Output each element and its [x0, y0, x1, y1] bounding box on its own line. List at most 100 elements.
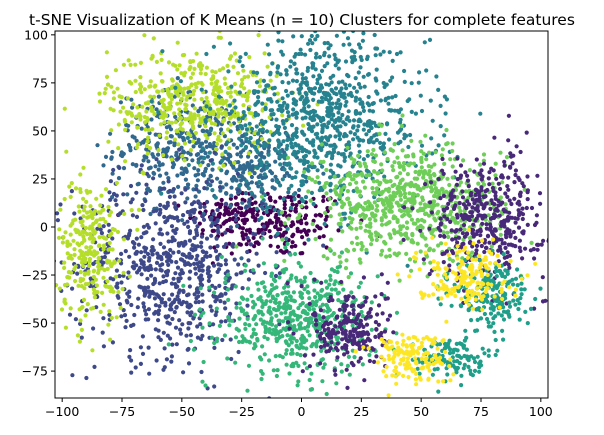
data-point [379, 191, 384, 196]
data-point [73, 317, 78, 322]
data-point [115, 281, 120, 286]
data-point [141, 139, 146, 144]
data-point [164, 357, 169, 362]
data-point [73, 264, 78, 269]
data-point [341, 42, 346, 47]
data-point [337, 137, 342, 142]
data-point [438, 228, 443, 233]
data-point [162, 148, 167, 153]
data-point [227, 318, 232, 323]
data-point [181, 288, 186, 293]
data-point [313, 213, 318, 218]
data-point [223, 81, 228, 86]
data-point [299, 183, 304, 188]
data-point [148, 146, 153, 151]
data-point [375, 312, 380, 317]
data-point [235, 112, 240, 117]
data-point [342, 158, 347, 163]
data-point [315, 155, 320, 160]
data-point [309, 387, 315, 392]
data-point [535, 247, 540, 252]
data-point [145, 151, 150, 156]
data-point [240, 134, 245, 139]
data-point [89, 251, 94, 256]
data-point [516, 208, 521, 213]
data-point [79, 253, 84, 258]
data-point [284, 68, 289, 73]
data-point [207, 118, 212, 123]
data-point [361, 108, 366, 113]
data-point [244, 210, 249, 215]
data-point [362, 84, 367, 89]
data-point [169, 157, 174, 162]
data-point [346, 354, 351, 359]
data-point [174, 342, 179, 347]
data-point [136, 242, 141, 247]
data-point [493, 161, 498, 166]
data-point [479, 243, 484, 249]
data-point [103, 284, 109, 289]
data-point [244, 132, 249, 137]
data-point [228, 129, 233, 134]
data-point [233, 284, 238, 289]
data-point [235, 71, 241, 76]
data-point [235, 145, 240, 150]
data-point [298, 264, 303, 269]
data-point [293, 251, 298, 257]
data-point [200, 379, 205, 384]
data-point [158, 207, 163, 212]
data-point [298, 97, 303, 102]
data-point [121, 273, 126, 278]
data-point [297, 158, 302, 163]
data-point [478, 213, 483, 218]
data-point [124, 318, 129, 323]
data-point [369, 242, 374, 247]
data-point [95, 260, 100, 265]
data-point [280, 334, 285, 339]
data-point [203, 254, 208, 259]
data-point [246, 107, 251, 112]
data-point [222, 76, 227, 81]
data-point [418, 201, 423, 206]
data-point [419, 217, 424, 223]
data-point [270, 185, 275, 190]
data-point [300, 295, 305, 300]
data-point [192, 200, 197, 205]
data-point [336, 335, 341, 340]
data-point [254, 251, 259, 256]
data-point [276, 38, 281, 43]
data-point [277, 154, 282, 160]
data-point [280, 96, 285, 101]
data-point [63, 325, 68, 330]
data-point [358, 119, 363, 124]
data-point [208, 158, 213, 163]
data-point [210, 161, 215, 166]
data-point [407, 191, 412, 196]
data-point [282, 285, 287, 290]
data-point [299, 326, 304, 331]
data-point [308, 110, 313, 115]
data-point [229, 185, 234, 190]
data-point [294, 143, 299, 148]
data-point [416, 218, 421, 223]
data-point [347, 372, 352, 377]
data-point [326, 114, 331, 119]
data-point [226, 315, 231, 320]
data-point [259, 369, 264, 374]
data-point [362, 331, 367, 336]
data-point [395, 130, 401, 135]
data-point [481, 152, 487, 157]
data-point [304, 149, 309, 154]
data-point [170, 77, 175, 82]
data-point [535, 173, 540, 178]
data-point [381, 202, 386, 207]
data-point [461, 223, 467, 228]
data-point [138, 114, 143, 119]
data-point [334, 184, 339, 189]
data-point [371, 347, 376, 352]
data-point [387, 198, 392, 203]
data-point [85, 190, 90, 195]
data-point [165, 218, 170, 223]
data-point [352, 247, 357, 252]
data-point [93, 290, 98, 295]
